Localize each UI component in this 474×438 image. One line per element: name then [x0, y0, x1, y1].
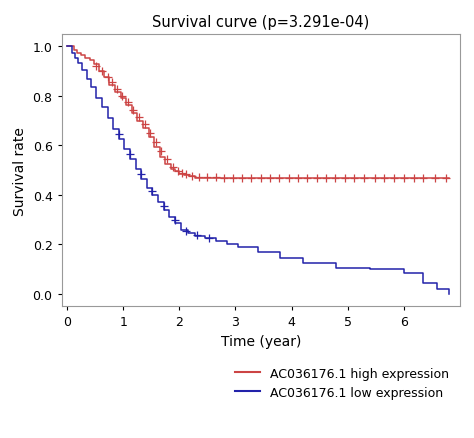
Point [247, 175, 255, 182]
Point [303, 175, 311, 182]
Point [313, 175, 320, 182]
Point [193, 232, 201, 239]
Point [442, 175, 449, 182]
Point [92, 64, 100, 71]
Point [152, 139, 160, 146]
Legend: AC036176.1 high expression, AC036176.1 low expression: AC036176.1 high expression, AC036176.1 l… [229, 362, 454, 404]
Point [124, 99, 132, 106]
Point [182, 172, 190, 179]
Point [174, 169, 182, 176]
Point [266, 175, 274, 182]
Point [169, 164, 176, 171]
Point [294, 175, 302, 182]
Point [410, 175, 418, 182]
Point [141, 122, 148, 129]
Point [419, 175, 427, 182]
Point [108, 80, 116, 87]
Point [158, 148, 165, 155]
Point [129, 107, 137, 114]
Point [361, 175, 368, 182]
Point [257, 175, 264, 182]
Point [188, 173, 195, 180]
Point [137, 171, 145, 178]
Point [220, 175, 228, 182]
Point [163, 156, 171, 163]
Point [285, 175, 292, 182]
Point [104, 75, 111, 82]
Point [115, 131, 123, 138]
Point [195, 174, 203, 181]
Point [205, 234, 212, 241]
Point [341, 175, 348, 182]
Point [98, 69, 106, 76]
Point [331, 175, 339, 182]
Point [146, 130, 154, 137]
Point [238, 175, 246, 182]
Title: Survival curve (p=3.291e-04): Survival curve (p=3.291e-04) [152, 15, 369, 30]
Point [178, 170, 186, 177]
Point [160, 203, 167, 210]
Point [113, 86, 120, 93]
Point [171, 217, 179, 224]
Point [380, 175, 388, 182]
Point [390, 175, 397, 182]
Y-axis label: Survival rate: Survival rate [13, 127, 27, 215]
Point [431, 175, 438, 182]
Point [135, 114, 143, 121]
Point [322, 175, 330, 182]
X-axis label: Time (year): Time (year) [220, 334, 301, 348]
Point [204, 174, 211, 181]
Point [229, 175, 237, 182]
Point [182, 228, 190, 235]
Point [118, 93, 126, 100]
Point [126, 151, 134, 158]
Point [212, 174, 219, 181]
Point [149, 188, 156, 195]
Point [400, 175, 408, 182]
Point [371, 175, 378, 182]
Point [275, 175, 283, 182]
Point [351, 175, 358, 182]
